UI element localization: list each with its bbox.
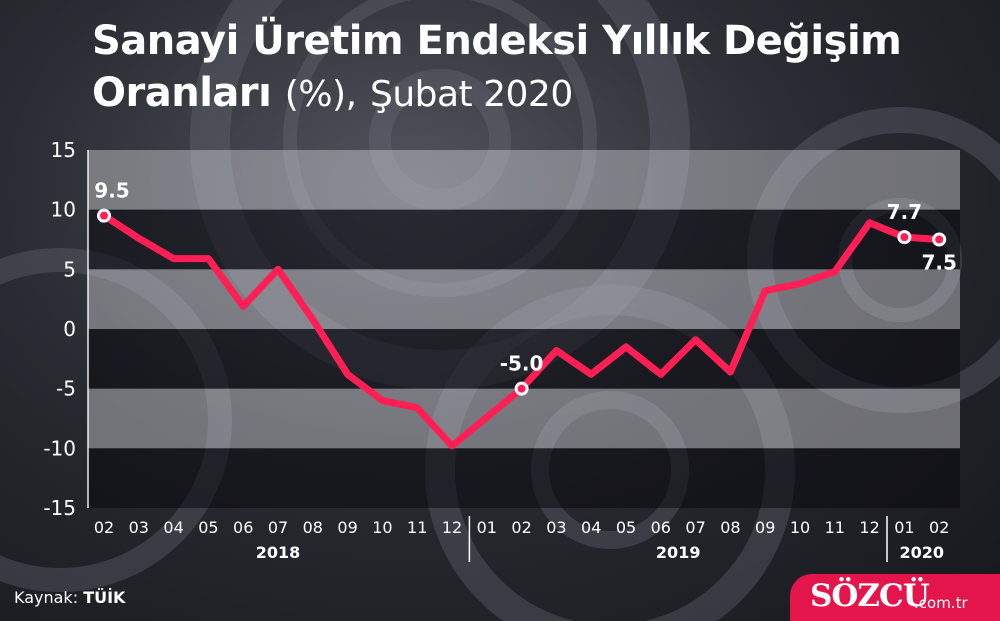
x-tick-label: 04 xyxy=(163,518,183,537)
x-tick-label: 12 xyxy=(442,518,462,537)
x-tick-label: 01 xyxy=(894,518,914,537)
x-tick-label: 03 xyxy=(129,518,149,537)
title-line-2: Oranları (%), Şubat 2020 xyxy=(92,70,901,118)
y-tick-label: 0 xyxy=(63,317,76,341)
x-tick-label: 02 xyxy=(94,518,114,537)
highlight-point xyxy=(897,230,912,245)
x-tick-label: 01 xyxy=(477,518,497,537)
grid-band xyxy=(88,448,960,508)
highlight-point xyxy=(514,381,529,396)
data-label: 7.7 xyxy=(887,200,922,224)
source-label: Kaynak: xyxy=(14,588,79,607)
x-tick-label: 02 xyxy=(929,518,949,537)
x-tick-label: 04 xyxy=(581,518,601,537)
x-tick-label: 03 xyxy=(546,518,566,537)
brand-domain: .com.tr xyxy=(914,594,968,612)
title-line-1: Sanayi Üretim Endeksi Yıllık Değişim xyxy=(92,18,902,64)
x-axis-ticks: 02 03 04 05 06 07 08 09 10 11 12 01 02 03 04 05 06 07 08 09… xyxy=(94,518,950,537)
y-tick-label: 15 xyxy=(51,138,76,162)
x-tick-label: 10 xyxy=(372,518,392,537)
source-value: TÜİK xyxy=(83,588,126,607)
year-separators xyxy=(468,516,888,562)
y-tick-label: 5 xyxy=(63,257,76,281)
y-tick-label: -15 xyxy=(43,496,76,520)
data-label: 7.5 xyxy=(921,251,956,275)
x-tick-label: 08 xyxy=(303,518,323,537)
title-unit: (%), xyxy=(284,74,357,115)
title-period: Şubat 2020 xyxy=(369,74,573,115)
x-tick-label: 09 xyxy=(755,518,775,537)
x-tick-label: 10 xyxy=(790,518,810,537)
grid-band xyxy=(88,150,960,210)
title-main: Oranları xyxy=(92,70,272,116)
x-tick-label: 02 xyxy=(511,518,531,537)
x-tick-label: 12 xyxy=(859,518,879,537)
chart-title: Sanayi Üretim Endeksi Yıllık Değişim Ora… xyxy=(92,18,902,118)
year-label: 2019 xyxy=(656,543,701,562)
grid-band xyxy=(88,209,960,270)
chart-grid-bands xyxy=(88,150,960,508)
x-tick-label: 05 xyxy=(616,518,636,537)
source-note: Kaynak: TÜİK xyxy=(14,588,125,607)
x-tick-label: 07 xyxy=(268,518,288,537)
data-label: 9.5 xyxy=(94,179,129,203)
data-labels: 9.5 -5.0 7.7 7.5 xyxy=(94,179,957,376)
year-labels: 2018 2019 2020 xyxy=(256,543,944,562)
x-tick-label: 09 xyxy=(337,518,357,537)
y-axis-ticks: 15 10 5 0 -5 -10 -15 xyxy=(43,138,76,520)
x-tick-label: 07 xyxy=(685,518,705,537)
x-tick-label: 11 xyxy=(407,518,427,537)
y-tick-label: -5 xyxy=(56,377,76,401)
x-tick-label: 08 xyxy=(720,518,740,537)
x-tick-label: 05 xyxy=(198,518,218,537)
data-label: -5.0 xyxy=(500,352,544,376)
grid-band xyxy=(88,329,960,389)
brand-logo: SÖZCÜ xyxy=(810,578,930,614)
year-label: 2020 xyxy=(900,543,945,562)
grid-band xyxy=(88,388,960,449)
series-points xyxy=(97,208,947,396)
y-tick-label: 10 xyxy=(51,198,76,222)
x-tick-label: 06 xyxy=(651,518,671,537)
brand-badge[interactable]: SÖZCÜ .com.tr xyxy=(790,574,1000,621)
highlight-point xyxy=(97,208,111,223)
x-tick-label: 11 xyxy=(825,518,845,537)
highlight-point xyxy=(932,232,947,247)
y-tick-label: -10 xyxy=(43,436,76,460)
year-label: 2018 xyxy=(256,543,301,562)
x-tick-label: 06 xyxy=(233,518,253,537)
